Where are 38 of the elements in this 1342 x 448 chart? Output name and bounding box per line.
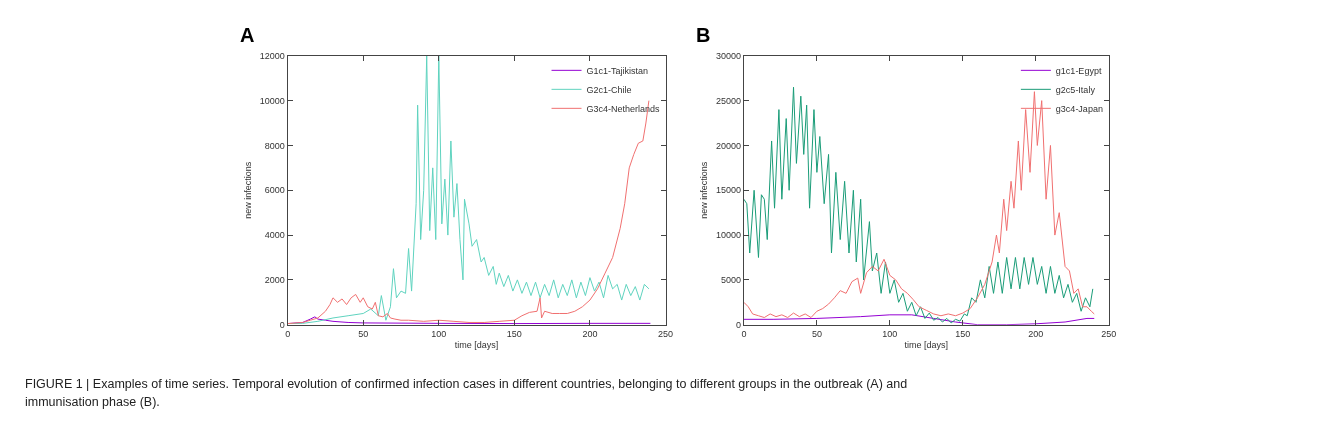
y-tick-label: 10000 bbox=[259, 95, 285, 106]
y-tick-label: 6000 bbox=[264, 185, 285, 196]
caption: FIGURE 1 | Examples of time series. Temporal evolution of confirmed infection cases in different countries, belonging to different groups in the outbreak (A) and bbox=[25, 377, 908, 391]
y-tick-label: 5000 bbox=[721, 275, 742, 286]
legend-label: g3c4-Japan bbox=[1055, 103, 1103, 114]
chart-title: A bbox=[240, 24, 255, 46]
y-tick-label: 30000 bbox=[716, 50, 742, 61]
x-tick-label: 200 bbox=[582, 328, 598, 339]
x-tick-label: 150 bbox=[506, 328, 522, 339]
legend-label: g1c1-Egypt bbox=[1055, 65, 1102, 76]
x-tick-label: 250 bbox=[1101, 328, 1117, 339]
x-axis-title: time [days] bbox=[904, 340, 949, 351]
legend-label: G2c1-Chile bbox=[586, 84, 632, 95]
y-tick-label: 0 bbox=[279, 319, 285, 330]
y-tick-label: 4000 bbox=[264, 230, 285, 241]
x-tick-label: 100 bbox=[882, 328, 898, 339]
y-tick-label: 8000 bbox=[264, 140, 285, 151]
x-tick-label: 250 bbox=[658, 328, 674, 339]
chart-title: B bbox=[696, 24, 711, 46]
x-tick-label: 100 bbox=[431, 328, 447, 339]
y-axis-title: new infections bbox=[243, 161, 254, 219]
x-axis-title: time [days] bbox=[454, 340, 499, 351]
legend-label: G3c4-Netherlands bbox=[586, 103, 661, 114]
y-tick-label: 2000 bbox=[264, 275, 285, 286]
y-axis-title: new infections bbox=[699, 161, 710, 219]
x-tick-label: 50 bbox=[358, 328, 369, 339]
legend-label: g2c5-Italy bbox=[1055, 84, 1096, 95]
y-tick-label: 15000 bbox=[716, 185, 742, 196]
y-tick-label: 10000 bbox=[716, 230, 742, 241]
y-tick-label: 20000 bbox=[716, 140, 742, 151]
x-tick-label: 50 bbox=[811, 328, 822, 339]
text: immunisation phase (B). bbox=[25, 395, 160, 409]
y-tick-label: 25000 bbox=[716, 95, 742, 106]
x-tick-label: 200 bbox=[1028, 328, 1044, 339]
y-tick-label: 0 bbox=[736, 319, 742, 330]
x-tick-label: 150 bbox=[955, 328, 971, 339]
y-tick-label: 12000 bbox=[259, 50, 285, 61]
legend-label: G1c1-Tajikistan bbox=[586, 65, 649, 76]
